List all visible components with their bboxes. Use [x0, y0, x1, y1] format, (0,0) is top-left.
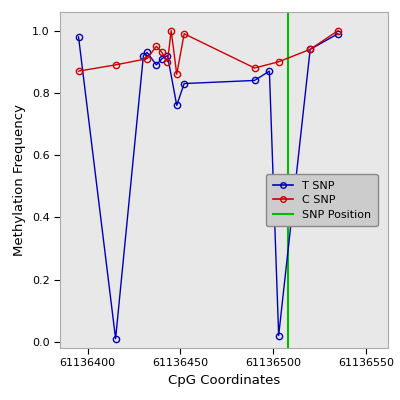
Legend: T SNP, C SNP, SNP Position: T SNP, C SNP, SNP Position [266, 174, 378, 226]
Y-axis label: Methylation Frequency: Methylation Frequency [13, 104, 26, 256]
X-axis label: CpG Coordinates: CpG Coordinates [168, 374, 280, 387]
